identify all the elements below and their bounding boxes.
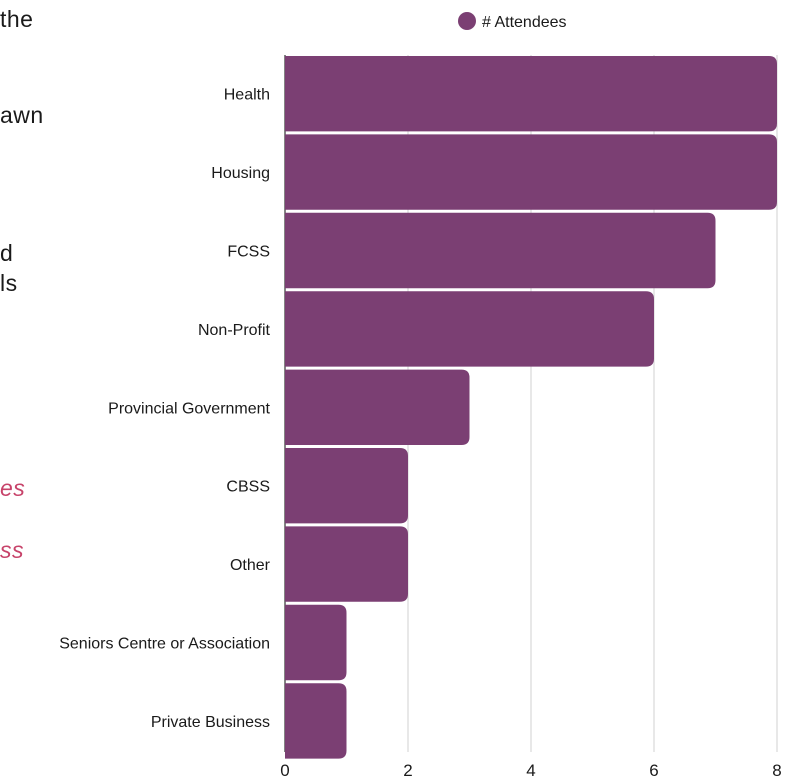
x-tick-label: 4 — [526, 761, 535, 780]
bar — [285, 212, 716, 289]
category-label: Other — [230, 557, 271, 574]
legend-label: # Attendees — [482, 14, 567, 31]
x-tick-label: 6 — [649, 761, 658, 780]
bar — [285, 448, 408, 524]
bar — [285, 56, 777, 132]
category-label: Seniors Centre or Association — [59, 636, 270, 653]
category-label: Health — [224, 87, 270, 104]
background-text-fragment: ss — [0, 537, 24, 563]
bar — [285, 291, 654, 367]
bar — [285, 683, 347, 759]
background-text-fragment: es — [0, 475, 26, 501]
category-labels: Health Housing FCSS Non-Profit Provincial Go… — [59, 87, 270, 731]
category-label: FCSS — [227, 244, 270, 261]
x-tick-label: 0 — [280, 761, 289, 780]
category-label: CBSS — [226, 479, 270, 496]
background-text-fragment: awn — [0, 102, 44, 128]
bars — [285, 56, 777, 759]
x-axis-tick-labels: 0 2 4 6 8 — [280, 761, 781, 780]
bar — [285, 526, 408, 602]
x-tick-label: 2 — [403, 761, 412, 780]
background-text-fragment: ls — [0, 270, 18, 296]
category-label: Provincial Government — [108, 400, 270, 417]
bar — [285, 369, 470, 445]
background-text-fragment: d — [0, 240, 14, 266]
x-tick-label: 8 — [772, 761, 781, 780]
legend-swatch — [458, 12, 476, 30]
category-label: Housing — [211, 165, 270, 182]
background-text-fragment: the — [0, 6, 34, 32]
legend: # Attendees — [458, 12, 567, 31]
bar — [285, 604, 347, 681]
category-label: Private Business — [151, 714, 270, 731]
category-label: Non-Profit — [198, 322, 271, 339]
bar — [285, 134, 777, 210]
